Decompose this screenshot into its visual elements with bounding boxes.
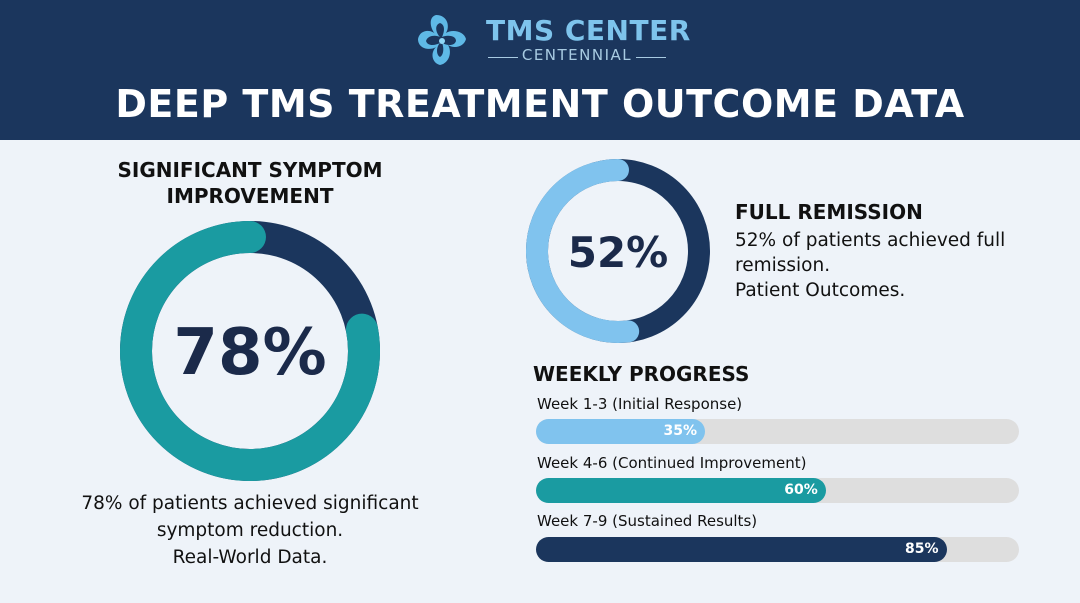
bar-label-week-1-3: Week 1-3 (Initial Response) xyxy=(537,395,743,413)
bar-track-week-7-9: 85% xyxy=(536,537,1019,562)
bar-fill-week-4-6: 60% xyxy=(536,478,826,503)
bar-track-week-4-6: 60% xyxy=(536,478,1019,503)
remission-heading: FULL REMISSION xyxy=(735,200,923,224)
bar-value-week-1-3: 35% xyxy=(663,423,698,439)
significant-heading: SIGNIFICANT SYMPTOM IMPROVEMENT xyxy=(117,158,383,208)
significant-desc-line1: 78% of patients achieved significant xyxy=(81,493,419,514)
cross-swirl-logo-icon xyxy=(418,15,466,65)
brand-subtitle: CENTENNIAL xyxy=(521,46,633,64)
bar-track-week-1-3: 35% xyxy=(536,419,1019,444)
significant-donut-value-arc xyxy=(120,221,380,481)
header-banner: TMS CENTER CENTENNIAL DEEP TMS TREATMENT… xyxy=(0,0,1080,140)
remission-desc-line2: Patient Outcomes. xyxy=(735,280,906,301)
remission-desc-line1: 52% of patients achieved full remission. xyxy=(735,230,1006,276)
bar-label-week-4-6: Week 4-6 (Continued Improvement) xyxy=(537,454,807,472)
brand-divider-right xyxy=(636,57,666,58)
brand-name: TMS CENTER xyxy=(486,14,691,47)
weekly-progress-heading: WEEKLY PROGRESS xyxy=(533,362,750,386)
significant-desc-line2: symptom reduction. xyxy=(156,520,344,541)
significant-desc-line3: Real-World Data. xyxy=(172,547,328,568)
page-title: DEEP TMS TREATMENT OUTCOME DATA xyxy=(115,82,965,126)
significant-donut-chart: 78% xyxy=(120,221,380,481)
bar-label-week-7-9: Week 7-9 (Sustained Results) xyxy=(537,512,758,530)
bar-value-week-7-9: 85% xyxy=(905,541,939,557)
remission-donut-value-arc xyxy=(526,159,640,343)
remission-donut-label: 52% xyxy=(568,228,669,277)
bar-value-week-4-6: 60% xyxy=(784,482,818,498)
significant-description: 78% of patients achieved significant sym… xyxy=(50,490,450,571)
significant-donut-label: 78% xyxy=(173,316,326,390)
brand-divider-left xyxy=(488,57,518,58)
bar-fill-week-7-9: 85% xyxy=(536,537,947,562)
remission-description: 52% of patients achieved full remission.… xyxy=(735,228,1035,303)
bar-fill-week-1-3: 35% xyxy=(536,419,706,444)
remission-donut-chart: 52% xyxy=(526,159,710,343)
